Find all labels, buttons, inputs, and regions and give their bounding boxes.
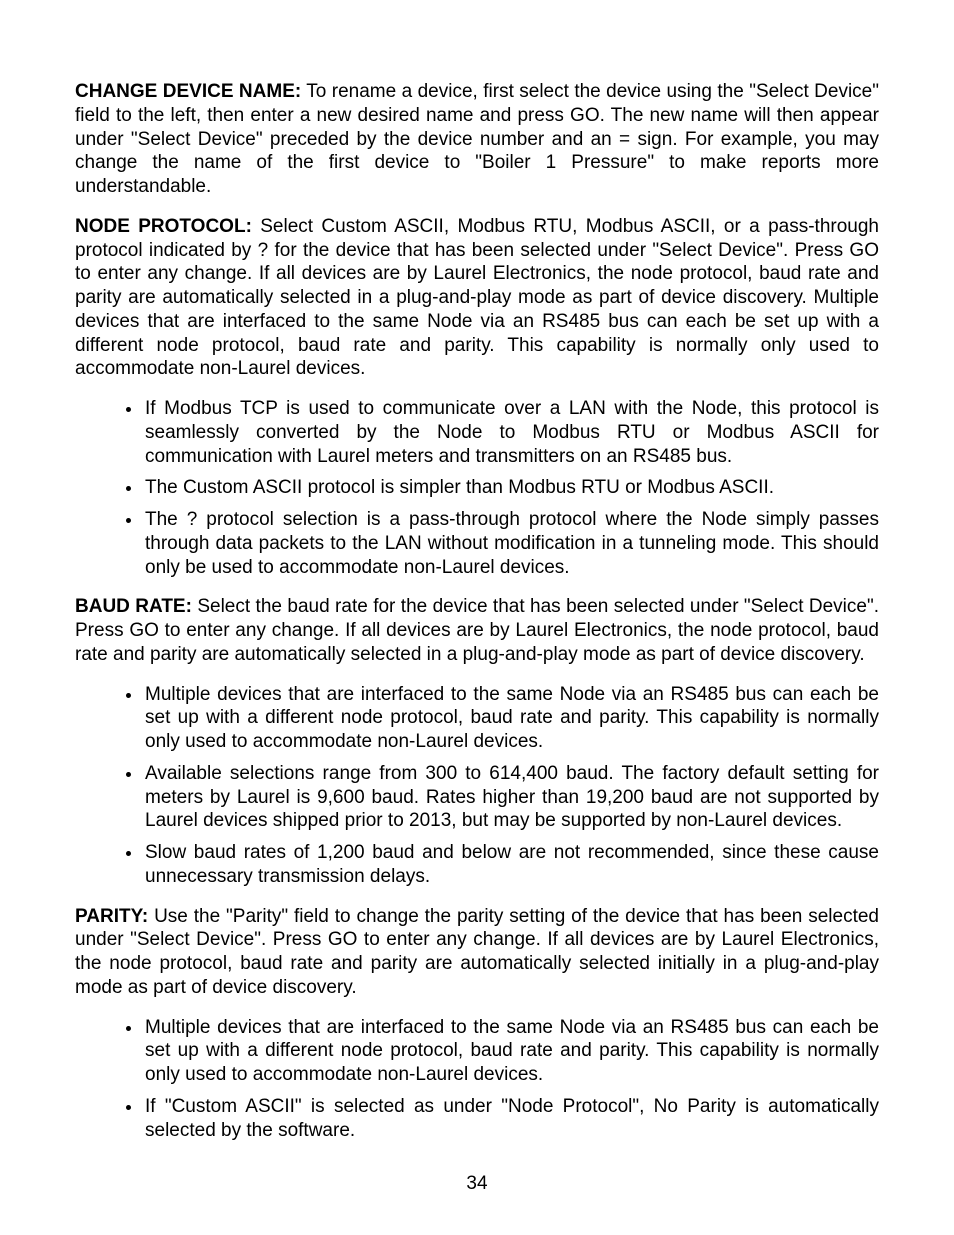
- list-item: The ? protocol selection is a pass-throu…: [143, 508, 879, 579]
- heading-node-protocol: NODE PROTOCOL:: [75, 216, 252, 237]
- heading-parity: PARITY:: [75, 906, 148, 927]
- section-change-device-name: CHANGE DEVICE NAME: To rename a device, …: [75, 80, 879, 199]
- list-item: Available selections range from 300 to 6…: [143, 762, 879, 833]
- heading-change-device-name: CHANGE DEVICE NAME:: [75, 81, 301, 102]
- list-item: Multiple devices that are interfaced to …: [143, 683, 879, 754]
- body-baud-rate: Select the baud rate for the device that…: [75, 596, 879, 665]
- list-item: The Custom ASCII protocol is simpler tha…: [143, 476, 879, 500]
- document-page: CHANGE DEVICE NAME: To rename a device, …: [0, 0, 954, 1235]
- section-node-protocol: NODE PROTOCOL: Select Custom ASCII, Modb…: [75, 215, 879, 381]
- list-item: If Modbus TCP is used to communicate ove…: [143, 397, 879, 468]
- list-item: Multiple devices that are interfaced to …: [143, 1016, 879, 1087]
- body-parity: Use the "Parity" field to change the par…: [75, 906, 879, 998]
- list-item: If "Custom ASCII" is selected as under "…: [143, 1095, 879, 1143]
- section-parity: PARITY: Use the "Parity" field to change…: [75, 905, 879, 1000]
- heading-baud-rate: BAUD RATE:: [75, 596, 192, 617]
- body-node-protocol: Select Custom ASCII, Modbus RTU, Modbus …: [75, 216, 879, 380]
- bullets-parity: Multiple devices that are interfaced to …: [75, 1016, 879, 1143]
- page-number: 34: [0, 1173, 954, 1195]
- bullets-node-protocol: If Modbus TCP is used to communicate ove…: [75, 397, 879, 579]
- section-baud-rate: BAUD RATE: Select the baud rate for the …: [75, 595, 879, 666]
- bullets-baud-rate: Multiple devices that are interfaced to …: [75, 683, 879, 889]
- list-item: Slow baud rates of 1,200 baud and below …: [143, 841, 879, 889]
